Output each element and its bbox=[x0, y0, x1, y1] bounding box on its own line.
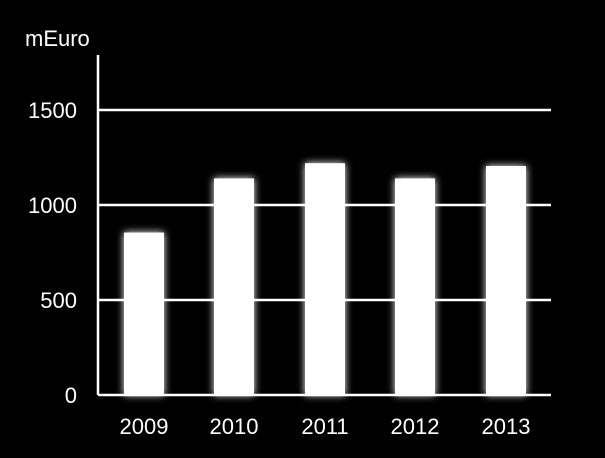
x-tick-label-2011: 2011 bbox=[301, 414, 348, 439]
y-axis-unit-label: mEuro bbox=[25, 26, 90, 51]
x-tick-label-2013: 2013 bbox=[482, 414, 531, 439]
y-tick-label-0: 0 bbox=[65, 383, 77, 408]
bars bbox=[124, 163, 526, 395]
axes bbox=[96, 55, 551, 397]
x-tick-labels: 2009 2010 2011 2012 2013 bbox=[120, 414, 531, 439]
x-tick-label-2009: 2009 bbox=[120, 414, 169, 439]
y-tick-label-1500: 1500 bbox=[28, 98, 77, 123]
y-tick-label-500: 500 bbox=[40, 288, 77, 313]
bar-2010 bbox=[214, 178, 254, 395]
x-tick-label-2012: 2012 bbox=[391, 414, 440, 439]
y-tick-labels: 0 500 1000 1500 bbox=[28, 98, 77, 408]
bar-2011 bbox=[305, 163, 345, 395]
bar-2012 bbox=[395, 178, 435, 395]
bar-2013 bbox=[486, 166, 526, 395]
x-tick-label-2010: 2010 bbox=[210, 414, 259, 439]
bar-2009 bbox=[124, 232, 164, 395]
y-tick-label-1000: 1000 bbox=[28, 193, 77, 218]
